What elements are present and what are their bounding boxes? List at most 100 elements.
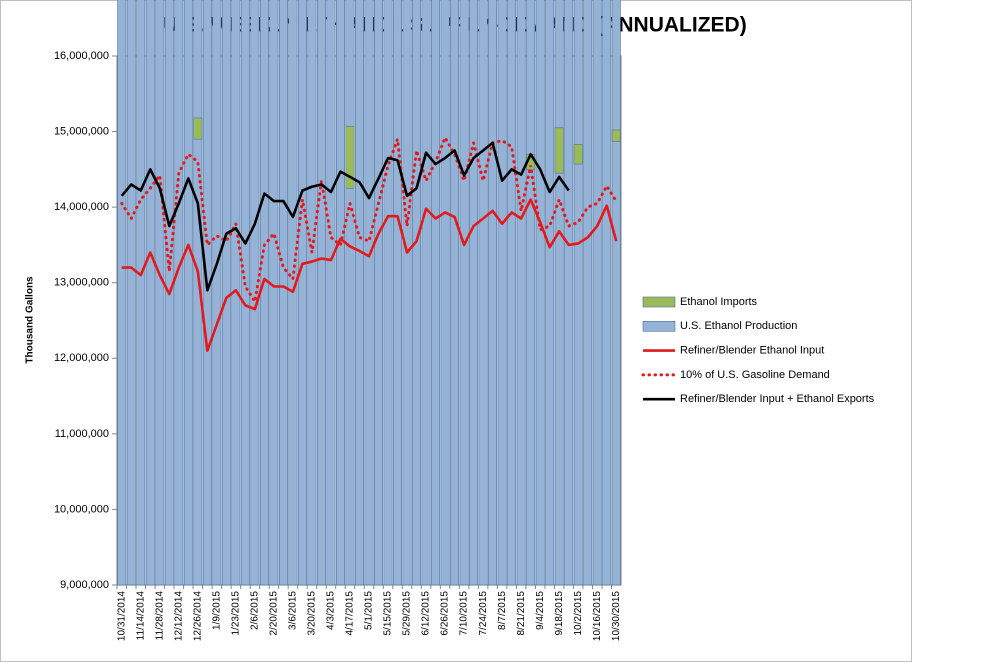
line: [120, 134, 618, 306]
bar: [259, 0, 269, 586]
bar: [554, 127, 564, 174]
y-tick-label: 9,000,000: [60, 579, 109, 591]
bar: [573, 0, 583, 586]
bar: [240, 0, 250, 586]
bar: [488, 0, 498, 586]
x-tick-label: 7/10/2015: [459, 591, 470, 636]
bar: [393, 0, 403, 586]
bar: [583, 0, 593, 586]
legend-label: Refiner/Blender Input + Ethanol Exports: [680, 393, 875, 405]
bar: [193, 117, 203, 140]
x-tick-label: 10/16/2015: [592, 591, 603, 641]
bar: [250, 0, 260, 586]
x-tick-label: 10/31/2014: [116, 591, 127, 641]
bar: [497, 0, 507, 586]
bar: [221, 0, 231, 586]
bar: [174, 0, 184, 586]
bar: [412, 0, 422, 586]
bar: [611, 129, 621, 142]
x-tick-label: 5/29/2015: [402, 591, 413, 636]
x-tick-label: 4/17/2015: [345, 591, 356, 636]
bar: [126, 0, 136, 586]
x-tick-label: 3/20/2015: [307, 591, 318, 636]
bar: [117, 0, 127, 586]
bar: [364, 0, 374, 586]
line: [120, 141, 570, 292]
bar: [345, 0, 355, 586]
legend-label: U.S. Ethanol Production: [680, 320, 797, 332]
bar: [202, 0, 212, 586]
y-tick-label: 12,000,000: [54, 352, 109, 364]
x-tick-label: 1/23/2015: [231, 591, 242, 636]
bar: [535, 0, 545, 586]
bar: [212, 0, 222, 586]
x-tick-label: 3/6/2015: [288, 591, 299, 630]
bar: [183, 0, 193, 586]
bar: [440, 0, 450, 586]
x-tick-label: 7/24/2015: [478, 591, 489, 636]
y-axis-label: Thousand Gallons: [25, 276, 36, 364]
x-tick-label: 10/30/2015: [611, 591, 622, 641]
bar: [469, 0, 479, 586]
bar: [573, 144, 583, 165]
bar: [269, 0, 279, 586]
x-tick-label: 11/28/2014: [154, 591, 165, 641]
bar: [136, 0, 146, 586]
bar: [278, 0, 288, 586]
bar: [611, 0, 621, 586]
bar: [155, 0, 165, 586]
x-tick-label: 4/3/2015: [326, 591, 337, 630]
legend-label: 10% of U.S. Gasoline Demand: [680, 369, 830, 381]
legend-label: Ethanol Imports: [680, 296, 758, 308]
bar: [421, 0, 431, 586]
line: [121, 198, 618, 353]
y-tick-label: 14,000,000: [54, 201, 109, 213]
x-tick-label: 5/15/2015: [383, 591, 394, 636]
bar: [335, 0, 345, 586]
bar: [307, 0, 317, 586]
bar: [516, 0, 526, 586]
y-tick-label: 13,000,000: [54, 277, 109, 289]
bar: [402, 0, 412, 586]
bar: [554, 0, 564, 586]
y-tick-label: 10,000,000: [54, 503, 109, 515]
bar: [478, 0, 488, 586]
x-tick-label: 10/2/2015: [573, 591, 584, 636]
x-tick-label: 2/6/2015: [250, 591, 261, 630]
bar: [345, 125, 355, 189]
bar: [326, 0, 336, 586]
bar: [459, 0, 469, 586]
x-tick-label: 11/14/2014: [135, 591, 146, 641]
bar: [193, 0, 203, 586]
x-tick-label: 8/7/2015: [497, 591, 508, 630]
y-tick-label: 16,000,000: [54, 50, 109, 62]
bar: [431, 0, 441, 586]
x-tick-label: 6/12/2015: [421, 591, 432, 636]
bar: [526, 0, 536, 586]
bar: [383, 0, 393, 586]
x-tick-label: 9/18/2015: [554, 591, 565, 636]
bar: [545, 0, 555, 586]
bar: [450, 0, 460, 586]
x-tick-label: 12/26/2014: [192, 591, 203, 641]
bar: [297, 0, 307, 586]
x-tick-label: 1/9/2015: [211, 591, 222, 630]
x-tick-label: 8/21/2015: [516, 591, 527, 636]
bar: [355, 0, 364, 586]
x-tick-label: 5/1/2015: [364, 591, 375, 630]
bar: [507, 0, 517, 586]
bar: [374, 0, 383, 586]
legend-label: Refiner/Blender Ethanol Input: [680, 345, 824, 357]
y-tick-label: 15,000,000: [54, 125, 109, 137]
bar: [564, 0, 574, 586]
bar: [592, 0, 602, 586]
x-tick-label: 6/26/2015: [440, 591, 451, 636]
bar: [602, 0, 612, 586]
legend-swatch: [642, 296, 676, 308]
x-tick-label: 2/20/2015: [269, 591, 280, 636]
y-tick-label: 11,000,000: [55, 428, 109, 440]
bar: [316, 0, 326, 586]
legend-swatch: [642, 320, 676, 332]
bar: [145, 0, 155, 586]
